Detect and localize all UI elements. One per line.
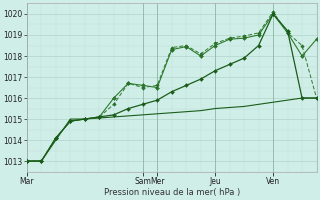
X-axis label: Pression niveau de la mer( hPa ): Pression niveau de la mer( hPa ) xyxy=(104,188,240,197)
